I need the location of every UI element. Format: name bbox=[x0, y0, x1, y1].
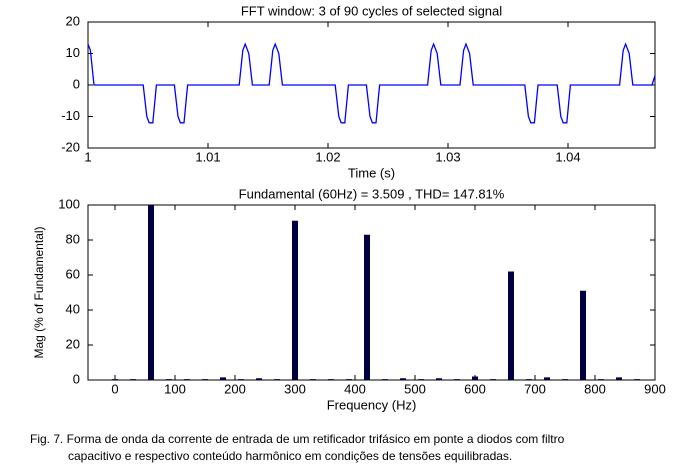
y-tick-label: 0 bbox=[73, 371, 80, 386]
bar bbox=[148, 205, 154, 380]
bar bbox=[184, 379, 190, 380]
y-tick-label: 80 bbox=[66, 231, 80, 246]
x-tick-label: 0 bbox=[111, 381, 118, 396]
x-tick-label: 1.02 bbox=[315, 149, 340, 164]
x-axis-label: Frequency (Hz) bbox=[327, 397, 417, 412]
bar bbox=[490, 379, 496, 380]
bar bbox=[112, 379, 118, 380]
caption-line: Fig. 7. Forma de onda da corrente de ent… bbox=[30, 432, 565, 446]
bar bbox=[256, 378, 262, 380]
y-tick-label: 10 bbox=[66, 45, 80, 60]
bar bbox=[400, 378, 406, 380]
bar bbox=[562, 379, 568, 380]
bar bbox=[634, 379, 640, 380]
y-tick-label: -20 bbox=[61, 139, 80, 154]
bar bbox=[616, 377, 622, 380]
y-tick-label: 20 bbox=[66, 336, 80, 351]
x-tick-label: 100 bbox=[164, 381, 186, 396]
bar bbox=[292, 220, 298, 380]
bar bbox=[454, 379, 460, 380]
bar bbox=[310, 379, 316, 380]
bar bbox=[364, 234, 370, 380]
bar bbox=[166, 379, 172, 380]
bar bbox=[436, 378, 442, 380]
x-tick-label: 400 bbox=[344, 381, 366, 396]
x-tick-label: 1 bbox=[84, 149, 91, 164]
y-tick-label: 20 bbox=[66, 13, 80, 28]
x-tick-label: 200 bbox=[224, 381, 246, 396]
bar bbox=[220, 377, 226, 380]
bar bbox=[328, 379, 334, 380]
x-tick-label: 500 bbox=[404, 381, 426, 396]
x-tick-label: 1.01 bbox=[195, 149, 220, 164]
x-tick-label: 700 bbox=[524, 381, 546, 396]
bar bbox=[472, 376, 478, 380]
x-tick-label: 1.04 bbox=[555, 149, 580, 164]
bar bbox=[580, 290, 586, 380]
x-tick-label: 800 bbox=[584, 381, 606, 396]
bar bbox=[508, 271, 514, 380]
bar bbox=[418, 379, 424, 380]
bar bbox=[598, 379, 604, 380]
y-tick-label: 0 bbox=[73, 76, 80, 91]
bar bbox=[346, 379, 352, 380]
plot-area bbox=[87, 204, 656, 381]
bar bbox=[130, 379, 136, 380]
x-tick-label: 300 bbox=[284, 381, 306, 396]
y-tick-label: 40 bbox=[66, 301, 80, 316]
plot-area bbox=[87, 21, 656, 149]
x-tick-label: 900 bbox=[644, 381, 666, 396]
chart-title: FFT window: 3 of 90 cycles of selected s… bbox=[241, 3, 502, 18]
bar bbox=[274, 379, 280, 380]
y-axis-label: Mag (% of Fundamental) bbox=[32, 226, 46, 358]
x-tick-label: 600 bbox=[464, 381, 486, 396]
y-tick-label: 60 bbox=[66, 266, 80, 281]
y-tick-label: -10 bbox=[61, 108, 80, 123]
caption-line: capacitivo e respectivo conteúdo harmôni… bbox=[68, 449, 512, 463]
chart-title: Fundamental (60Hz) = 3.509 , THD= 147.81… bbox=[239, 186, 505, 201]
bar bbox=[382, 379, 388, 380]
signal-line bbox=[87, 42, 656, 124]
x-tick-label: 1.03 bbox=[435, 149, 460, 164]
bar bbox=[238, 379, 244, 380]
x-axis-label: Time (s) bbox=[348, 165, 395, 180]
bar bbox=[202, 379, 208, 380]
bar bbox=[526, 379, 532, 380]
y-tick-label: 100 bbox=[58, 196, 80, 211]
bar bbox=[544, 377, 550, 380]
